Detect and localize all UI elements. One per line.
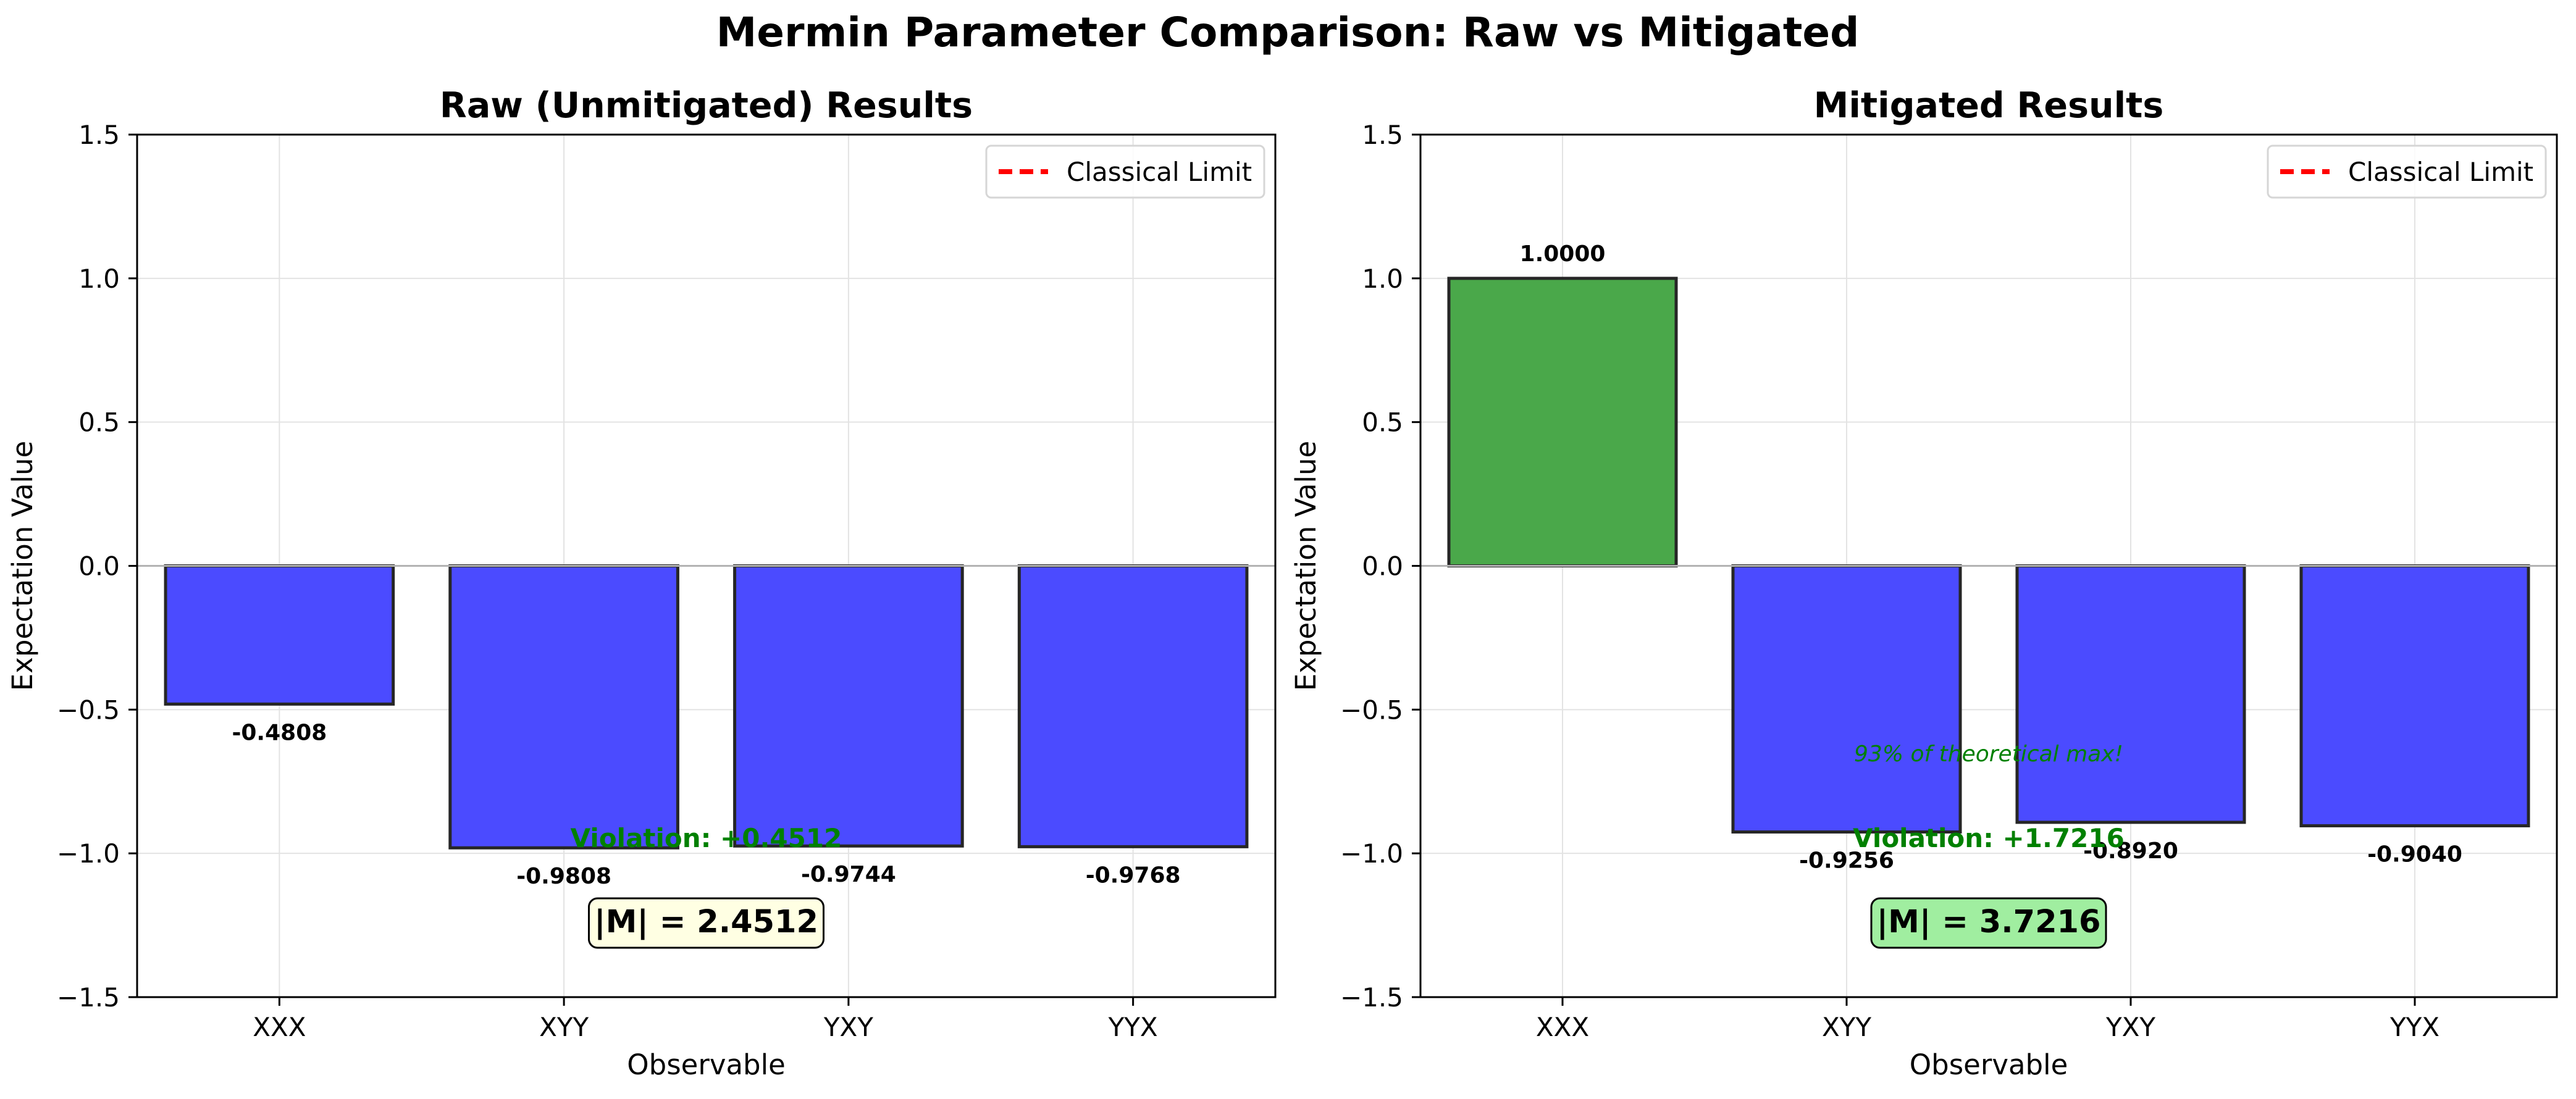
panel-2-x-axis-label: Observable [1910,1048,2068,1081]
panel-1-value-label: -0.9808 [516,864,611,889]
panel-1-value-label: -0.9744 [801,862,896,887]
panel-1-legend-box [985,144,1265,199]
panel-2-ytick-label: 0.0 [1362,551,1403,582]
panel-1-x-axis-label: Observable [627,1048,786,1081]
panel-1-ytick-label: 1.5 [78,120,120,150]
panel-2-bar-xyy [1731,564,1962,834]
panel-1-ytick-label: −0.5 [57,695,120,725]
panel-2-xtick-label-xxx: XXX [1536,1012,1589,1042]
panel-1-ytick-label: 1.0 [78,264,120,294]
panel-1-bar-yyx [1017,564,1249,848]
panel-2-bar-yyx [2299,564,2530,827]
panel-2-legend-label: Classical Limit [2348,157,2533,187]
panel-2-title: Mitigated Results [1814,85,2164,126]
panel-2-bar-xxx [1447,277,1678,567]
panel-2-xtick-label-xyy: XYY [1822,1012,1871,1042]
figure-suptitle: Mermin Parameter Comparison: Raw vs Miti… [716,9,1860,56]
panel-2-ytick-label: 1.0 [1362,264,1403,294]
panel-1-xtick-label-yyx: YYX [1108,1012,1158,1042]
panel-2-mermin-box [1870,897,2107,949]
panel-1-ytick-label: 0.0 [78,551,120,582]
panel-2-xtick-label-yyx: YYX [2389,1012,2440,1042]
panel-1-value-label: -0.9768 [1086,863,1181,888]
panel-1-mermin-box [588,897,824,949]
panel-1-xtick-label-yxy: YXY [823,1012,873,1042]
panel-2-legend-box [2267,144,2547,199]
panel-1-bar-xxx [164,564,395,706]
panel-2-value-label: -0.9040 [2367,842,2462,867]
panel-2-value-label: 1.0000 [1520,241,1606,267]
panel-2-value-label: -0.9256 [1799,848,1894,874]
panel-2-value-label: -0.8920 [2083,838,2178,864]
panel-2-bar-yxy [2015,564,2246,824]
panel-1-bar-xyy [448,564,679,850]
panel-2-ytick-label: 1.5 [1362,120,1403,150]
panel-2-y-axis-label: Expectation Value [1290,441,1322,691]
panel-2-ytick-label: 0.5 [1362,407,1403,438]
panel-2-theoretical-max-note: 93% of theoretical max! [1854,742,2123,767]
panel-1-ytick-label: 0.5 [78,407,120,438]
panel-2-ytick-label: −1.5 [1340,982,1403,1013]
panel-2-violation-label: Violation: +1.7216 [1853,823,2125,853]
panel-2-ytick-label: −0.5 [1340,695,1403,725]
panel-2-ytick-label: −1.0 [1340,838,1403,869]
panel-1-title: Raw (Unmitigated) Results [440,85,973,126]
panel-1-ytick-label: −1.5 [57,982,120,1013]
panel-1-y-axis-label: Expectation Value [6,441,39,691]
panel-1-xtick-label-xxx: XXX [253,1012,306,1042]
panel-1-value-label: -0.4808 [232,720,327,745]
panel-1-legend-label: Classical Limit [1067,157,1252,187]
panel-1-xtick-label-xyy: XYY [539,1012,589,1042]
panel-2-xtick-label-yxy: YXY [2105,1012,2155,1042]
panel-1-mermin-value: |M| = 2.4512 [594,904,818,940]
panel-2-mermin-value: |M| = 3.7216 [1876,904,2100,940]
panel-1-violation-label: Violation: +0.4512 [571,823,842,853]
panel-1-ytick-label: −1.0 [57,838,120,869]
panel-1-bar-yxy [733,564,964,848]
